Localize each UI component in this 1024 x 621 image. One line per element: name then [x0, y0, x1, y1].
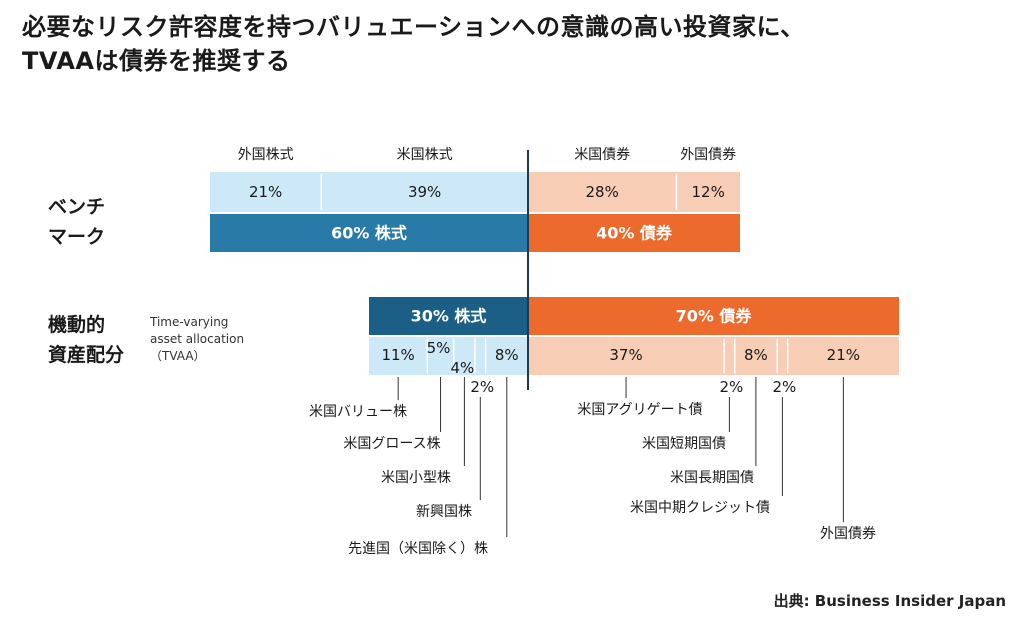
source-credit: 出典: Business Insider Japan: [773, 592, 1006, 610]
segment-name: 外国債券: [680, 147, 736, 163]
segment-bar: [787, 337, 899, 375]
segment-name: 外国株式: [238, 147, 294, 163]
segment-value: 8%: [495, 346, 519, 364]
title-line-2: TVAAは債券を推奨する: [22, 47, 291, 75]
segment-bar: [676, 172, 740, 212]
segment-bar: [369, 337, 428, 375]
segment-bar: [485, 337, 528, 375]
segment-bar: [528, 172, 677, 212]
row-label-tvaa: 資産配分: [48, 343, 124, 366]
segment-value: 2%: [470, 378, 494, 396]
segment-name: 新興国株: [416, 504, 472, 520]
segment-name: 米国中期クレジット債: [630, 500, 770, 516]
segment-bar: [724, 337, 735, 375]
segment-value: 28%: [586, 183, 619, 201]
summary-bar-equity: [369, 297, 528, 335]
summary-bar-bond: [528, 297, 899, 335]
summary-bar-equity: [210, 214, 528, 252]
row-sublabel-tvaa: asset allocation: [150, 332, 244, 346]
row-label-benchmark: ベンチ: [48, 196, 105, 218]
segment-value: 2%: [773, 378, 797, 396]
chart-title: 必要なリスク許容度を持つバリュエーションへの意識の高い投資家に、 TVAAは債券…: [22, 10, 1012, 78]
segment-bar: [453, 337, 475, 375]
segment-value: 12%: [692, 183, 725, 201]
segment-bar: [475, 337, 486, 375]
row-sublabel-tvaa: （TVAA）: [150, 349, 206, 363]
segment-value: 39%: [408, 183, 441, 201]
summary-label-equity: 60% 株式: [331, 224, 407, 243]
segment-name: 米国債券: [574, 147, 630, 163]
segment-name: 米国グロース株: [343, 436, 440, 452]
row-label-tvaa: 機動的: [48, 313, 105, 336]
segment-bar: [777, 337, 788, 375]
segment-name: 米国短期国債: [642, 436, 726, 452]
segment-bar: [210, 172, 322, 212]
segment-name: 米国バリュー株: [309, 404, 407, 420]
segment-name: 外国債券: [820, 526, 876, 542]
segment-name: 米国長期国債: [670, 470, 754, 486]
segment-value: 37%: [609, 346, 642, 364]
summary-bar-bond: [528, 214, 740, 252]
summary-label-bond: 40% 債券: [596, 224, 673, 243]
row-label-benchmark: マーク: [48, 226, 105, 248]
segment-bar: [427, 337, 454, 375]
segment-name: 米国小型株: [381, 470, 451, 486]
segment-name: 先進国（米国除く）株: [348, 541, 488, 557]
segment-name: 米国株式: [397, 147, 453, 163]
segment-value: 2%: [720, 378, 744, 396]
summary-label-equity: 30% 株式: [411, 307, 487, 326]
segment-bar: [321, 172, 528, 212]
segment-bar: [528, 337, 725, 375]
segment-name: 米国アグリゲート債: [577, 402, 702, 418]
segment-value: 5%: [427, 339, 451, 357]
segment-value: 11%: [381, 346, 414, 364]
summary-label-bond: 70% 債券: [676, 307, 753, 326]
row-sublabel-tvaa: Time-varying: [149, 315, 228, 329]
title-line-1: 必要なリスク許容度を持つバリュエーションへの意識の高い投資家に、: [22, 13, 805, 41]
segment-value: 4%: [451, 359, 475, 377]
segment-value: 21%: [827, 346, 860, 364]
segment-value: 21%: [249, 183, 282, 201]
segment-bar: [734, 337, 778, 375]
segment-value: 8%: [744, 346, 768, 364]
